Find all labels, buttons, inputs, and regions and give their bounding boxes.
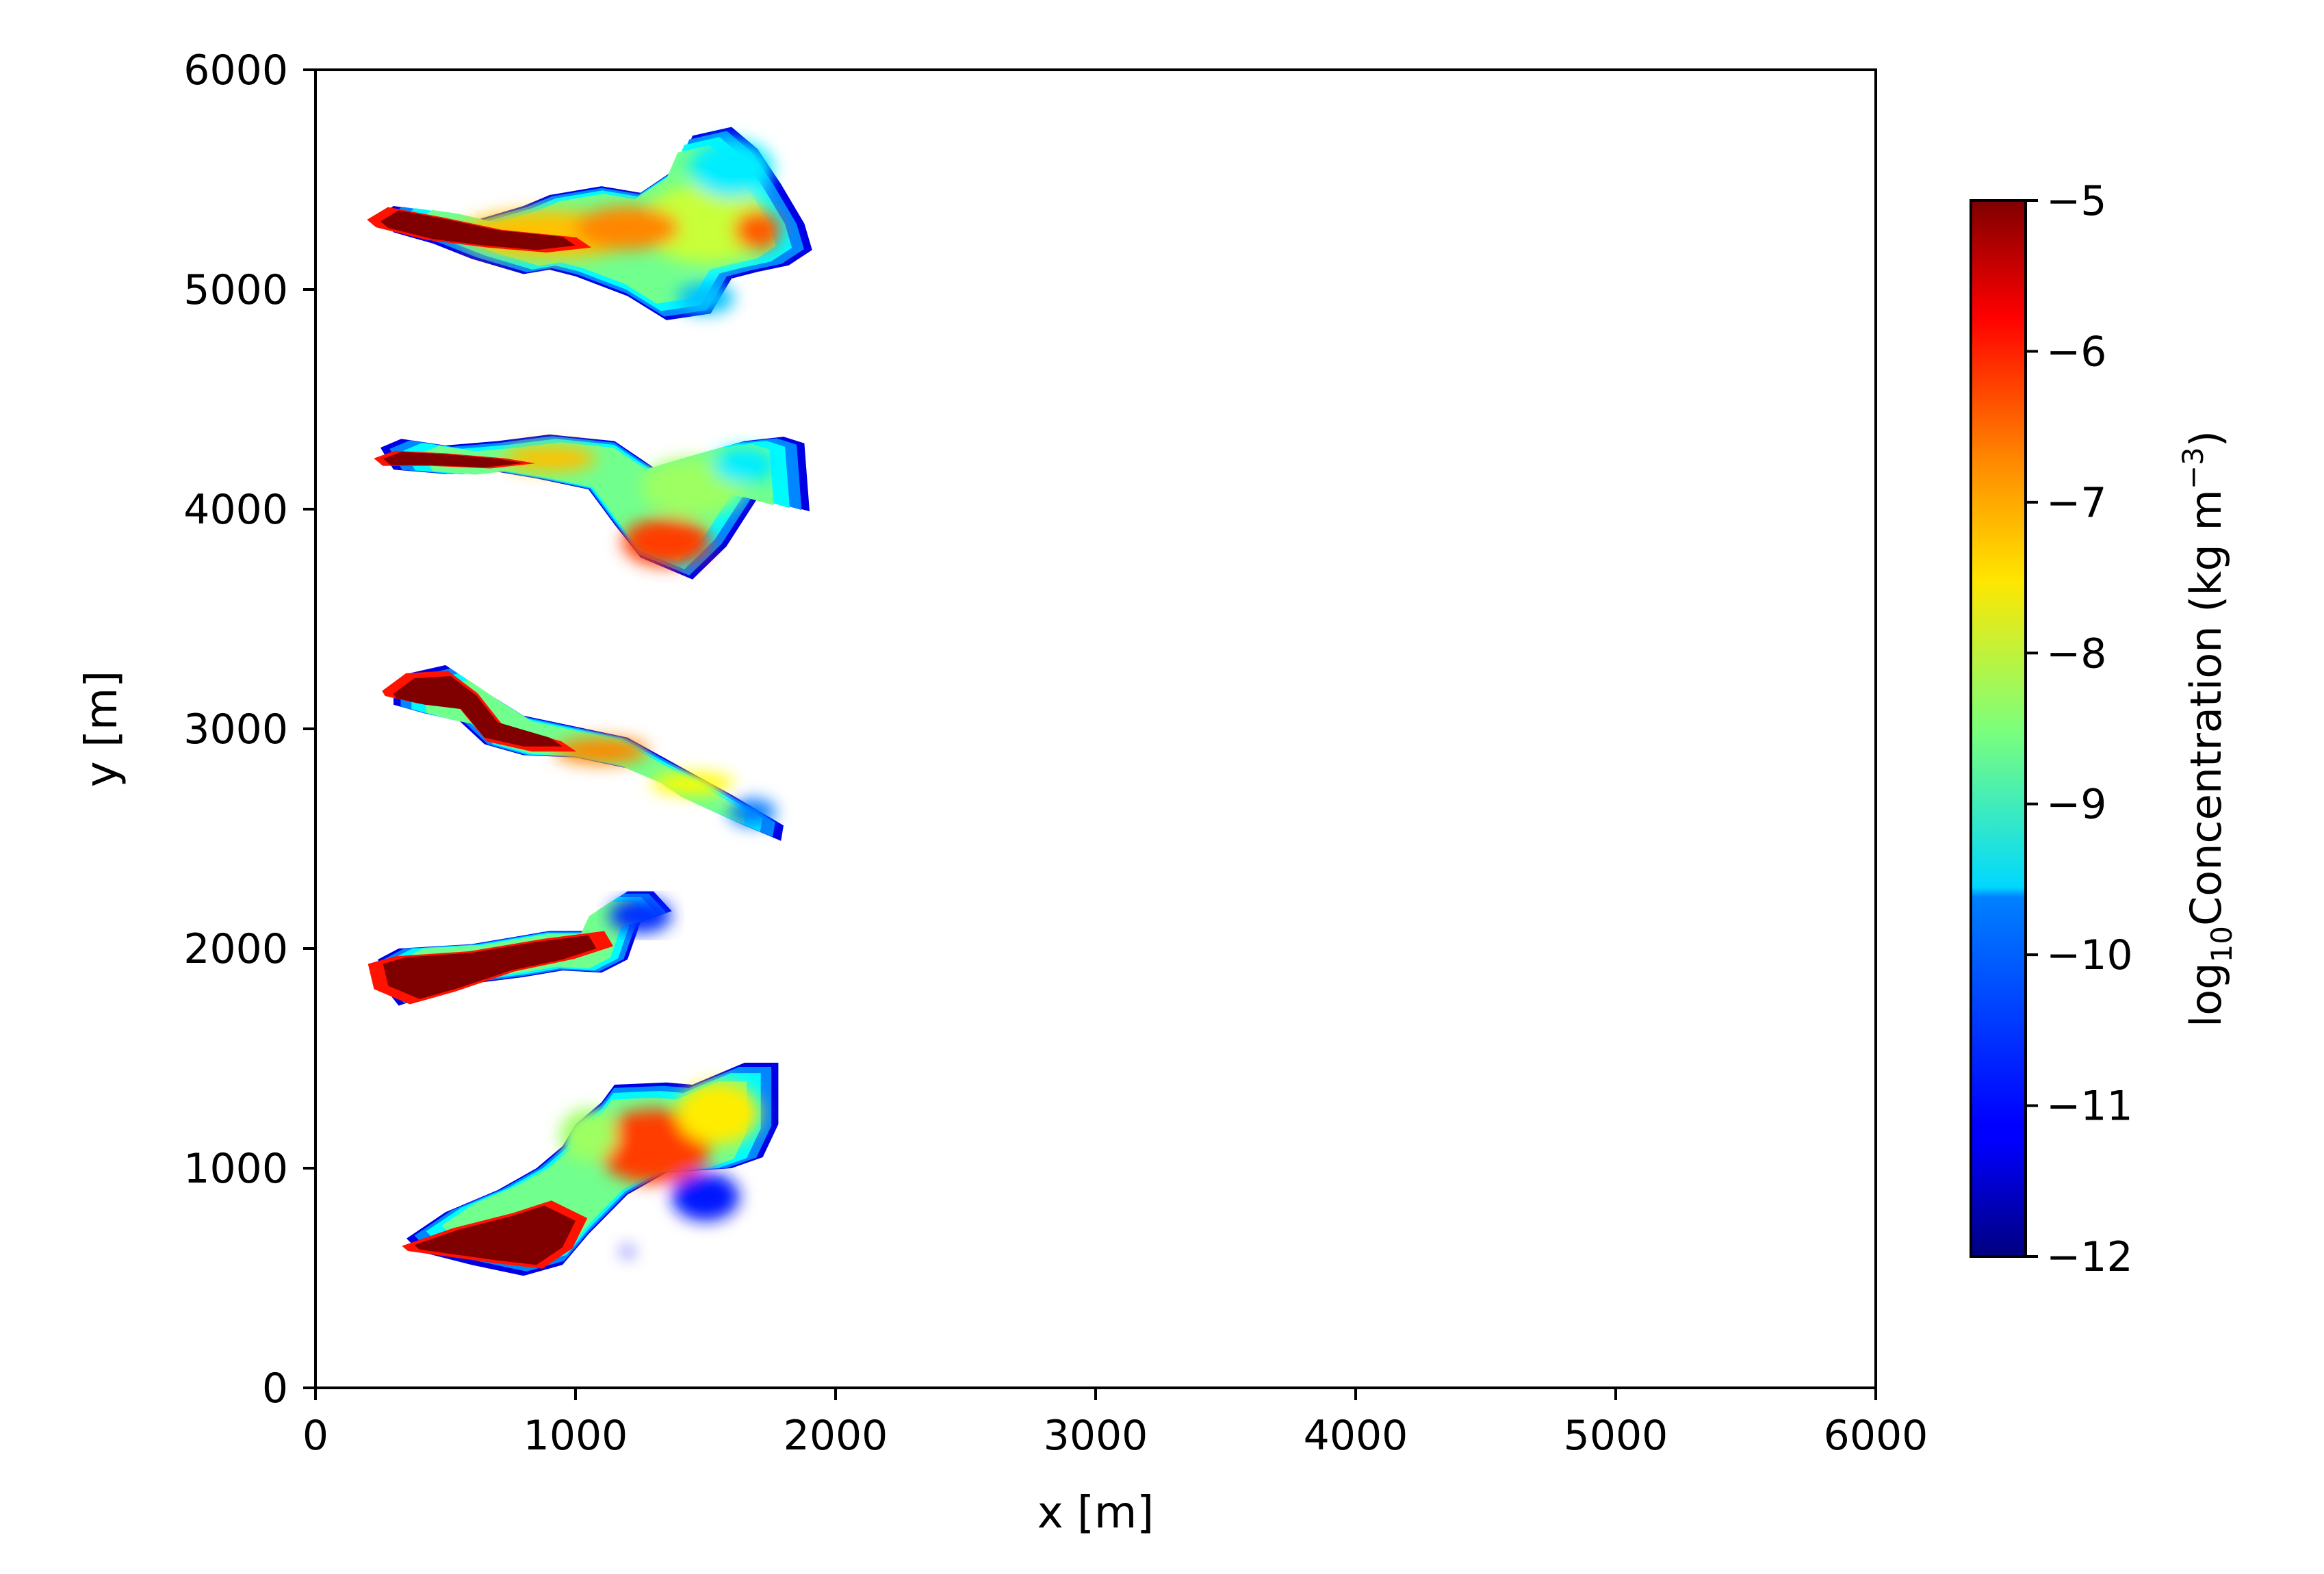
concentration-blob bbox=[651, 773, 734, 795]
concentration-blob bbox=[576, 206, 680, 250]
x-tick-label: 5000 bbox=[1564, 1412, 1668, 1460]
concentration-blob bbox=[690, 140, 773, 198]
y-tick-label: 5000 bbox=[183, 266, 288, 314]
colorbar-tick-label: −7 bbox=[2046, 479, 2106, 527]
plume-4 bbox=[367, 891, 672, 1006]
colorbar-tick-label: −9 bbox=[2046, 781, 2106, 829]
x-tick-label: 4000 bbox=[1304, 1412, 1408, 1460]
concentration-blob bbox=[671, 1172, 740, 1222]
concentration-blob bbox=[677, 1082, 760, 1144]
concentration-blob bbox=[713, 448, 776, 483]
colorbar-tick-label: −8 bbox=[2046, 630, 2106, 678]
plumes-layer bbox=[367, 127, 812, 1276]
x-tick-label: 1000 bbox=[524, 1412, 628, 1460]
plume-3 bbox=[382, 665, 784, 841]
colorbar-gradient bbox=[1970, 199, 2027, 1258]
y-tick-label: 3000 bbox=[183, 706, 288, 753]
plume-core bbox=[383, 935, 597, 999]
plume-1 bbox=[367, 127, 812, 320]
plume-5 bbox=[402, 1062, 779, 1276]
concentration-blob bbox=[554, 737, 649, 764]
concentration-blob bbox=[502, 445, 597, 472]
plume-2 bbox=[374, 434, 810, 580]
concentration-blob bbox=[641, 183, 771, 263]
plot-area: 0 1000 2000 3000 4000 5000 6000 0 1000 2000 3000 4… bbox=[77, 47, 1928, 1538]
y-tick-label: 0 bbox=[262, 1365, 288, 1412]
concentration-blob bbox=[622, 517, 711, 567]
x-tick-label: 6000 bbox=[1824, 1412, 1928, 1460]
plume-core bbox=[414, 1205, 576, 1265]
colorbar-label: log10Concentration (kg m−3) bbox=[2176, 430, 2238, 1027]
y-tick-label: 1000 bbox=[183, 1145, 288, 1193]
concentration-blob bbox=[729, 799, 776, 826]
x-tick-label: 2000 bbox=[784, 1412, 888, 1460]
plume-blobs bbox=[502, 445, 776, 567]
plume-blobs bbox=[554, 737, 776, 826]
colorbar-tick-label: −11 bbox=[2046, 1083, 2133, 1131]
plume-blobs bbox=[609, 898, 672, 933]
concentration-blob bbox=[622, 1247, 633, 1256]
colorbar: −5 −6 −7 −8 −9 −10 −11 −12 log10Concentration (… bbox=[1970, 177, 2238, 1281]
colorbar-tick-label: −6 bbox=[2046, 328, 2106, 376]
plume-core bbox=[383, 452, 524, 467]
colorbar-tick-label: −10 bbox=[2046, 931, 2133, 979]
concentration-blob bbox=[677, 283, 734, 314]
concentration-blob bbox=[734, 210, 782, 250]
x-tick-label: 3000 bbox=[1044, 1412, 1148, 1460]
plume-core bbox=[393, 676, 563, 747]
plume-blobs bbox=[560, 1082, 760, 1256]
concentration-blob bbox=[560, 1109, 617, 1162]
x-tick-label: 0 bbox=[302, 1412, 328, 1460]
colorbar-ticks: −5 −6 −7 −8 −9 −10 −11 −12 bbox=[2026, 177, 2133, 1281]
y-tick-label: 4000 bbox=[183, 486, 288, 534]
concentration-blob bbox=[609, 898, 672, 933]
y-axis-label: y [m] bbox=[77, 671, 127, 788]
y-tick-label: 6000 bbox=[183, 47, 288, 94]
y-tick-label: 2000 bbox=[183, 925, 288, 973]
y-axis-ticks: 0 1000 2000 3000 4000 5000 6000 bbox=[183, 47, 315, 1412]
colorbar-tick-label: −12 bbox=[2046, 1233, 2133, 1281]
colorbar-tick-label: −5 bbox=[2046, 177, 2106, 225]
x-axis-ticks: 0 1000 2000 3000 4000 5000 6000 bbox=[302, 1388, 1928, 1460]
plume-core bbox=[380, 210, 576, 250]
x-axis-label: x [m] bbox=[1037, 1488, 1154, 1538]
